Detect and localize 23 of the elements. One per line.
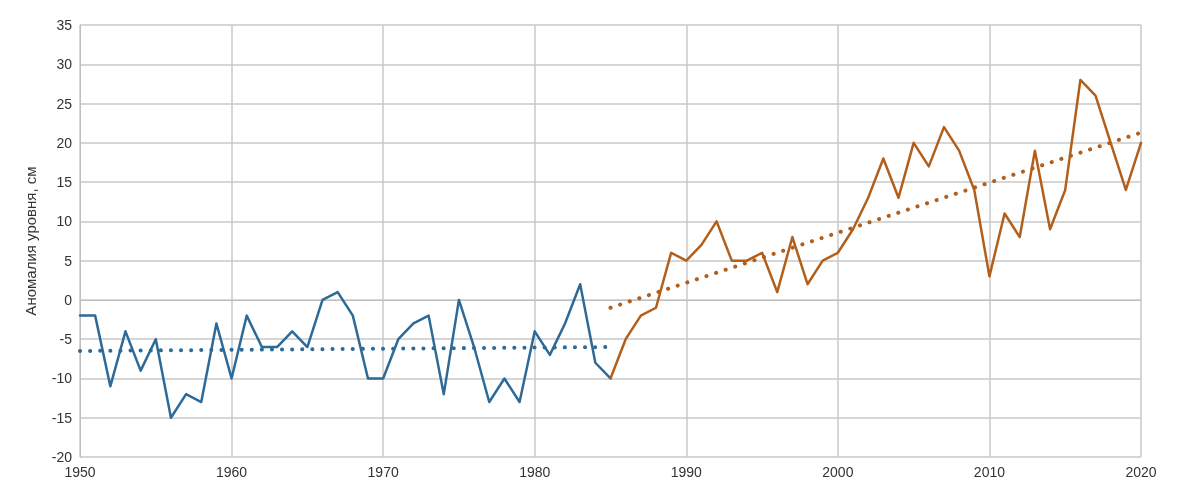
y-tick-label: 35 bbox=[56, 17, 73, 33]
x-tick-label: 1960 bbox=[215, 464, 248, 480]
x-tick-label: 2000 bbox=[822, 464, 854, 480]
x-tick-label: 1950 bbox=[64, 464, 96, 480]
y-tick-label: -15 bbox=[51, 409, 73, 426]
line-series bbox=[78, 282, 612, 419]
y-axis-title: Аномалия уровня, см bbox=[22, 166, 39, 316]
y-tick-label: 5 bbox=[64, 252, 73, 269]
y-tick-label: 25 bbox=[56, 95, 73, 112]
y-tick-label: 20 bbox=[56, 134, 73, 151]
y-tick-label: -5 bbox=[59, 331, 73, 348]
y-tick-label: 10 bbox=[56, 213, 73, 230]
y-tick-label: -10 bbox=[51, 370, 73, 387]
x-tick-label: 1970 bbox=[367, 464, 399, 480]
x-tick-label: 2010 bbox=[973, 464, 1006, 480]
y-tick-label: 0 bbox=[64, 291, 73, 308]
y-tick-label: 15 bbox=[56, 174, 73, 191]
y-tick-label: 30 bbox=[56, 56, 73, 73]
x-tick-label: 2020 bbox=[1125, 464, 1157, 480]
x-tick-label: 1980 bbox=[519, 464, 551, 480]
x-tick-label: 1990 bbox=[670, 464, 703, 480]
line-series bbox=[609, 78, 1143, 380]
y-tick-label: -20 bbox=[51, 449, 73, 465]
